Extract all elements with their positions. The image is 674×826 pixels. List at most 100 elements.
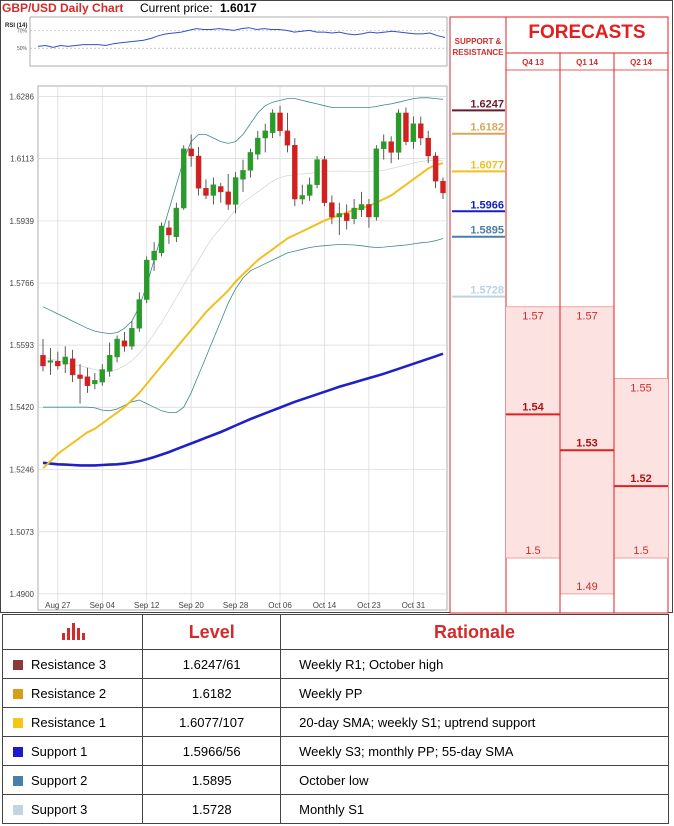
candle-body (344, 213, 350, 221)
candle-body (418, 123, 424, 139)
outer-frame (0, 0, 673, 613)
bollinger-upper-band (42, 97, 444, 335)
level-rationale: Weekly S3; monthly PP; 55-day SMA (280, 736, 669, 766)
candle (418, 116, 424, 146)
sr-level-label: 1.6077 (470, 159, 504, 171)
candle-body (225, 191, 231, 205)
level-name: Resistance 1 (31, 714, 107, 730)
candle (306, 177, 313, 201)
candle-body (240, 170, 246, 180)
candle-body (106, 354, 113, 372)
forecast-median-label: 1.53 (576, 437, 597, 449)
candle-body (321, 159, 328, 203)
candle-body (358, 204, 365, 211)
candle-body (366, 204, 372, 218)
candle-body (188, 148, 194, 157)
rsi-line (37, 27, 446, 48)
candle (121, 331, 128, 352)
candle-body (99, 369, 105, 383)
chart-title: GBP/USD Daily Chart (2, 1, 124, 15)
forecast-column-q4-13: Q4 13 (522, 58, 544, 67)
bar-chart-icon (61, 622, 85, 640)
candle-body (262, 130, 268, 139)
forecast-range: 1.55 1.52 1.5 (614, 378, 668, 559)
candle (292, 138, 298, 207)
forecast-median-label: 1.52 (630, 473, 651, 485)
candle (388, 136, 394, 164)
candle (373, 145, 380, 221)
candle (299, 184, 305, 205)
candle-body (351, 207, 357, 219)
level-color-swatch (13, 804, 23, 815)
level-rationale: Monthly S1 (280, 794, 669, 824)
candle-body (299, 195, 305, 200)
current-price-value: 1.6017 (220, 1, 257, 15)
x-tick-label: Sep 04 (90, 601, 116, 610)
candle (395, 109, 402, 160)
y-tick-label: 1.5593 (10, 341, 35, 350)
y-tick-label: 1.5073 (10, 528, 35, 537)
candle-body (173, 207, 180, 237)
candle-body (336, 213, 342, 218)
candle-body (373, 148, 380, 218)
level-name-cell: Support 1 (1, 736, 144, 766)
level-color-swatch (13, 717, 23, 728)
level-value: 1.5895 (142, 765, 282, 795)
candle-body (210, 184, 217, 196)
candle-body (84, 376, 91, 386)
candle-body (425, 137, 431, 157)
candle (144, 256, 150, 304)
candle (314, 155, 320, 189)
candle-body (329, 202, 335, 218)
level-value: 1.6182 (142, 678, 282, 708)
candle (255, 130, 261, 160)
x-tick-label: Oct 06 (268, 601, 292, 610)
rationale-column-header: Rationale (280, 614, 669, 650)
candle-body (255, 137, 261, 155)
rsi-label: RSI (14) (5, 23, 27, 29)
y-tick-label: 1.5420 (10, 403, 35, 412)
candle-body (166, 227, 172, 236)
level-column-header: Level (142, 614, 282, 650)
bar-chart-icon-cell (1, 614, 144, 650)
sr-level-label: 1.6182 (470, 122, 504, 134)
candle-body (247, 152, 254, 171)
candle (351, 199, 357, 225)
candle (92, 373, 98, 390)
candle (106, 342, 113, 377)
candle-body (158, 225, 165, 254)
candle (129, 321, 135, 350)
candle (151, 242, 157, 271)
forecast-low-label: 1.49 (576, 581, 597, 593)
candle (432, 152, 439, 189)
level-color-swatch (13, 688, 23, 699)
sr-level-label: 1.5966 (470, 199, 504, 211)
candle (210, 177, 217, 205)
candle (55, 351, 61, 370)
candle (262, 123, 268, 153)
candle (77, 364, 83, 404)
candle-body (92, 380, 98, 385)
candle (425, 130, 431, 164)
candle-body (388, 141, 394, 153)
candle (158, 222, 165, 257)
candle (366, 199, 372, 228)
candle-body (381, 141, 387, 150)
x-tick-label: Oct 14 (313, 601, 337, 610)
y-tick-label: 1.6286 (10, 92, 35, 101)
forecast-low-label: 1.5 (525, 545, 540, 557)
bollinger-lower-band (43, 238, 444, 414)
candle-body (129, 328, 135, 347)
level-name-cell: Resistance 3 (1, 649, 144, 679)
forecast-median-label: 1.54 (522, 401, 544, 413)
level-value: 1.5966/56 (142, 736, 282, 766)
candle (203, 179, 209, 200)
forecast-high-label: 1.57 (576, 311, 597, 323)
candle (321, 155, 328, 207)
sr-level-label: 1.5728 (470, 285, 504, 297)
levels-table-row: Support 3 1.5728 Monthly S1 (1, 794, 669, 824)
level-name: Support 3 (31, 801, 88, 817)
candle (403, 107, 409, 146)
candle (440, 177, 446, 200)
candles-group (40, 105, 446, 404)
